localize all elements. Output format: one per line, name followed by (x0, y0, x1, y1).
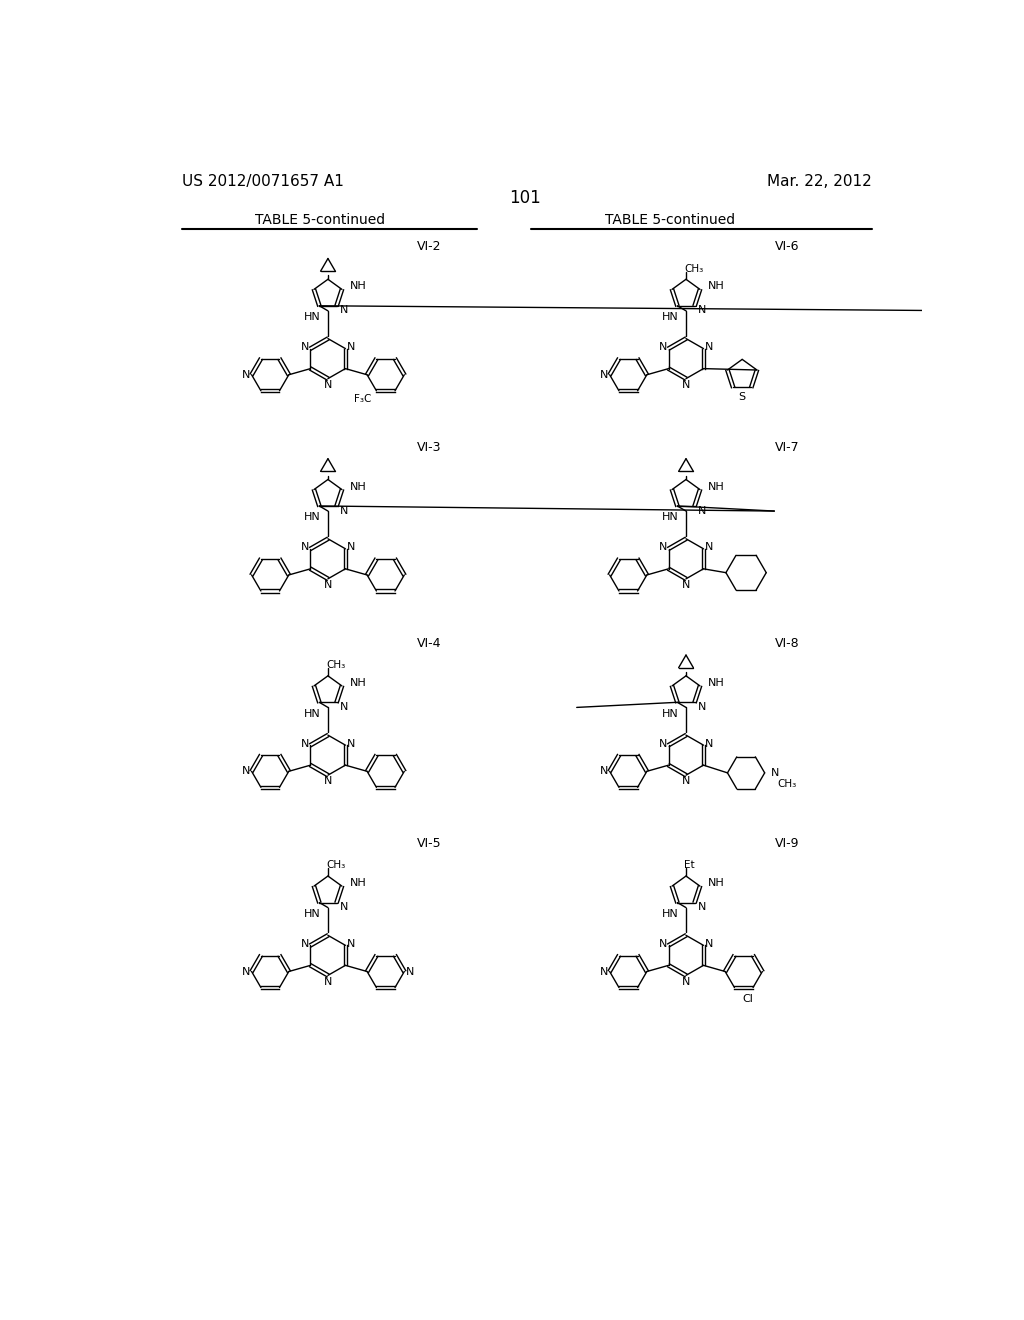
Text: NH: NH (350, 678, 367, 688)
Text: N: N (658, 342, 668, 352)
Text: N: N (301, 342, 309, 352)
Text: CH₃: CH₃ (684, 264, 703, 273)
Text: N: N (347, 342, 355, 352)
Text: TABLE 5-continued: TABLE 5-continued (255, 213, 385, 227)
Text: N: N (697, 902, 707, 912)
Text: HN: HN (662, 709, 678, 718)
Text: N: N (682, 380, 690, 389)
Text: N: N (682, 776, 690, 787)
Text: HN: HN (662, 908, 678, 919)
Text: N: N (705, 739, 713, 748)
Text: N: N (340, 506, 348, 516)
Text: N: N (658, 739, 668, 748)
Text: VI-6: VI-6 (775, 240, 800, 253)
Text: CH₃: CH₃ (327, 660, 346, 671)
Text: N: N (324, 380, 332, 389)
Text: TABLE 5-continued: TABLE 5-continued (605, 213, 735, 227)
Text: N: N (600, 370, 608, 380)
Text: N: N (705, 543, 713, 552)
Text: N: N (705, 342, 713, 352)
Text: HN: HN (303, 312, 321, 322)
Text: CH₃: CH₃ (777, 779, 797, 788)
Text: VI-7: VI-7 (775, 441, 800, 454)
Text: VI-5: VI-5 (417, 837, 441, 850)
Text: N: N (242, 966, 250, 977)
Text: N: N (347, 939, 355, 949)
Text: N: N (301, 939, 309, 949)
Text: N: N (324, 776, 332, 787)
Text: NH: NH (708, 281, 725, 292)
Text: S: S (738, 392, 745, 403)
Text: Cl: Cl (742, 994, 753, 1005)
Text: HN: HN (662, 512, 678, 523)
Text: VI-4: VI-4 (417, 638, 441, 649)
Text: N: N (658, 543, 668, 552)
Text: Et: Et (684, 861, 695, 870)
Text: N: N (682, 977, 690, 986)
Text: US 2012/0071657 A1: US 2012/0071657 A1 (182, 174, 344, 189)
Text: N: N (340, 702, 348, 711)
Text: F₃C: F₃C (354, 395, 372, 404)
Text: N: N (697, 305, 707, 315)
Text: NH: NH (350, 281, 367, 292)
Text: NH: NH (708, 678, 725, 688)
Text: 101: 101 (509, 190, 541, 207)
Text: N: N (301, 543, 309, 552)
Text: HN: HN (303, 512, 321, 523)
Text: NH: NH (708, 878, 725, 888)
Text: N: N (340, 305, 348, 315)
Text: HN: HN (303, 709, 321, 718)
Text: N: N (324, 579, 332, 590)
Text: N: N (324, 977, 332, 986)
Text: N: N (682, 579, 690, 590)
Text: VI-2: VI-2 (417, 240, 441, 253)
Text: N: N (697, 506, 707, 516)
Text: N: N (406, 966, 414, 977)
Text: N: N (658, 939, 668, 949)
Text: NH: NH (708, 482, 725, 491)
Text: NH: NH (350, 878, 367, 888)
Text: NH: NH (350, 482, 367, 491)
Text: Mar. 22, 2012: Mar. 22, 2012 (767, 174, 872, 189)
Text: VI-3: VI-3 (417, 441, 441, 454)
Text: VI-9: VI-9 (775, 837, 800, 850)
Text: CH₃: CH₃ (327, 861, 346, 870)
Text: HN: HN (303, 908, 321, 919)
Text: N: N (347, 543, 355, 552)
Text: N: N (242, 370, 250, 380)
Text: HN: HN (662, 312, 678, 322)
Text: N: N (705, 939, 713, 949)
Text: N: N (340, 902, 348, 912)
Text: N: N (347, 739, 355, 748)
Text: N: N (697, 702, 707, 711)
Text: N: N (242, 767, 250, 776)
Text: N: N (301, 739, 309, 748)
Text: VI-8: VI-8 (775, 638, 800, 649)
Text: N: N (771, 768, 779, 777)
Text: N: N (600, 767, 608, 776)
Text: N: N (600, 966, 608, 977)
